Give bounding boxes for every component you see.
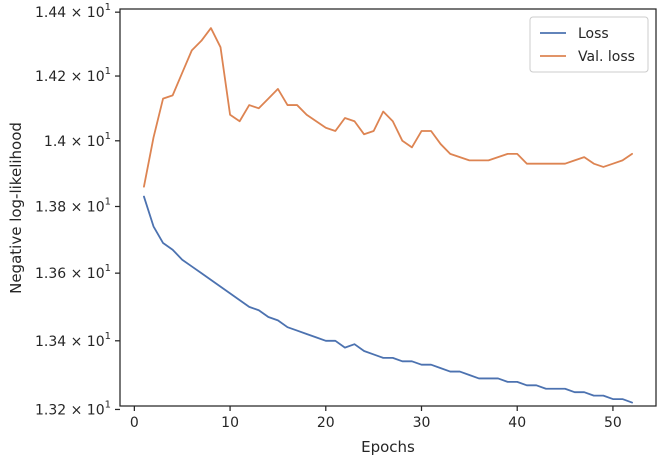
- y-tick-label: 1.42 × 101: [35, 66, 111, 85]
- x-tick-label: 20: [317, 415, 335, 431]
- y-tick-label: 1.44 × 101: [35, 2, 111, 21]
- legend: Loss Val. loss: [529, 16, 649, 73]
- x-axis-ticks: 0 10 20 30 40 50: [130, 406, 622, 431]
- x-tick-label: 0: [130, 415, 139, 431]
- y-axis-ticks: 1.32 × 101 1.34 × 101 1.36 × 101 1.38 × 101…: [35, 2, 120, 418]
- series-line-loss: [143, 195, 633, 404]
- x-tick-label: 50: [604, 415, 622, 431]
- y-axis-label: Negative log-likelihood: [7, 122, 25, 294]
- legend-label-val-loss: Val. loss: [578, 49, 635, 65]
- y-tick-label: 1.34 × 101: [35, 331, 111, 350]
- x-axis-label: Epochs: [361, 438, 415, 456]
- x-tick-label: 30: [413, 415, 431, 431]
- y-tick-label: 1.4 × 101: [44, 131, 111, 150]
- y-tick-label: 1.32 × 101: [35, 399, 111, 418]
- series-line-val-loss: [143, 27, 633, 188]
- legend-box: [529, 16, 649, 73]
- y-tick-label: 1.38 × 101: [35, 196, 111, 215]
- legend-label-loss: Loss: [578, 26, 609, 42]
- x-tick-label: 10: [221, 415, 239, 431]
- plot-area-frame: [119, 8, 657, 407]
- y-tick-label: 1.36 × 101: [35, 263, 111, 282]
- plot-marks: [143, 27, 633, 404]
- x-tick-label: 40: [508, 415, 526, 431]
